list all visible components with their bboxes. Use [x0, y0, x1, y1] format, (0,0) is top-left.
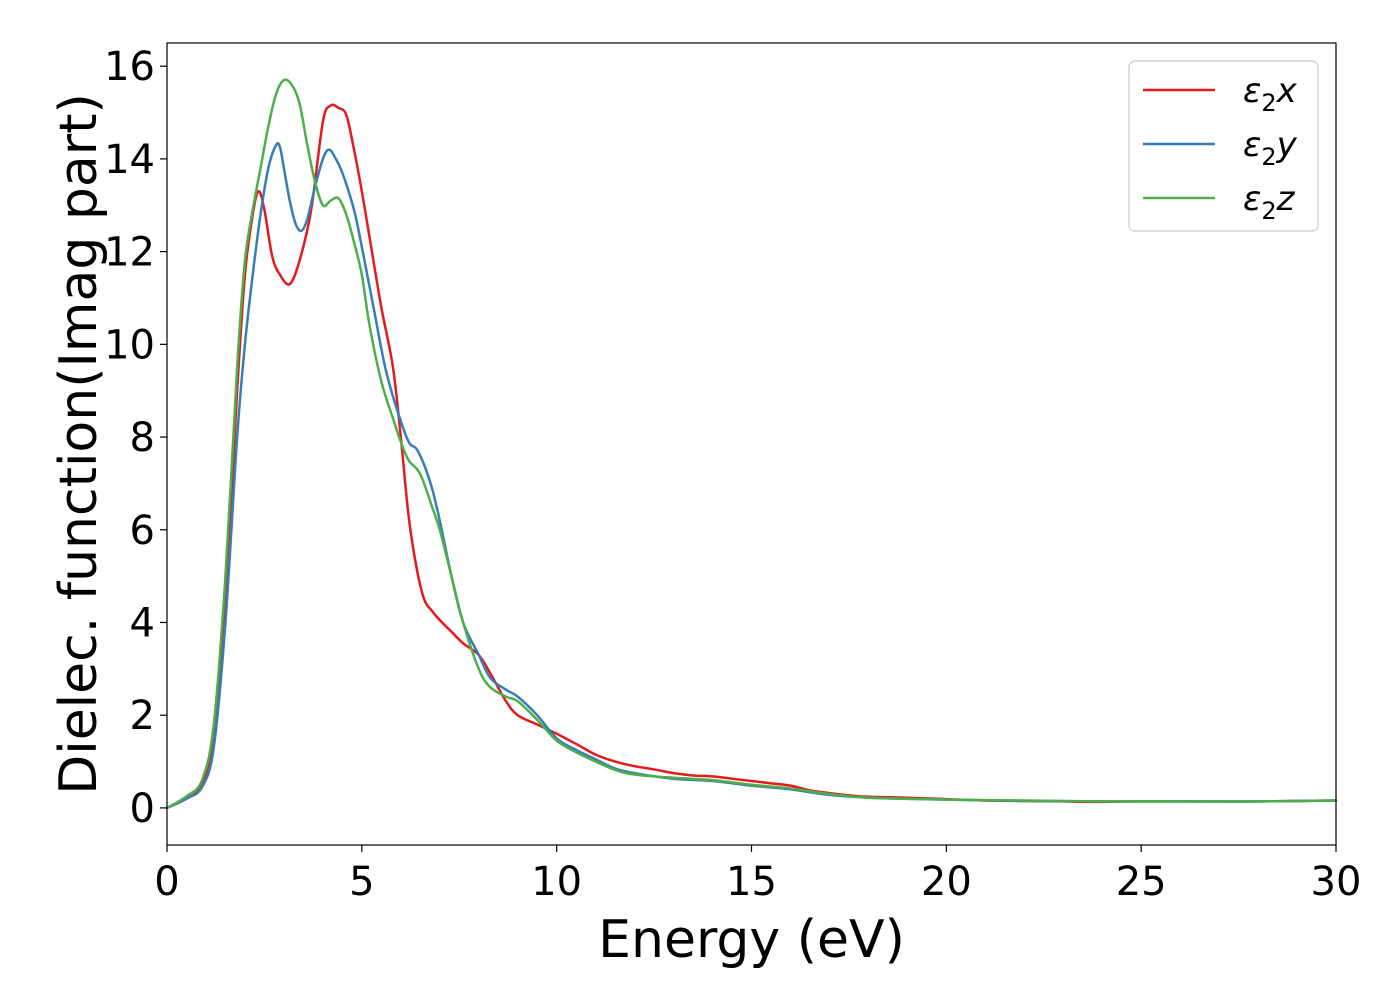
legend-label-z: ε2z	[1243, 179, 1296, 225]
x-axis: 0 5 10 15 20 25 30	[154, 845, 1361, 905]
y-tick-label-2: 4	[130, 600, 155, 646]
x-tick-label-0: 0	[154, 859, 179, 905]
x-axis-title: Energy (eV)	[598, 910, 905, 970]
x-tick-label-3: 15	[726, 859, 777, 905]
y-tick-label-8: 16	[104, 44, 155, 90]
legend-box	[1128, 60, 1319, 232]
y-tick-label-3: 6	[130, 508, 155, 554]
legend-label-y: ε2y	[1243, 125, 1298, 171]
y-axis: 0 2 4 6 8 10 12 14 16	[104, 44, 167, 832]
x-tick-label-4: 20	[921, 859, 972, 905]
y-tick-label-6: 12	[104, 230, 155, 276]
y-tick-label-1: 2	[130, 693, 155, 739]
x-tick-label-6: 30	[1311, 859, 1362, 905]
legend: ε2x ε2y ε2z	[1128, 60, 1319, 232]
x-tick-label-2: 10	[531, 859, 582, 905]
series-layer	[165, 78, 1338, 810]
x-tick-label-1: 5	[349, 859, 374, 905]
y-tick-label-4: 8	[130, 415, 155, 461]
y-tick-label-5: 10	[104, 322, 155, 368]
x-tick-label-5: 25	[1116, 859, 1167, 905]
y-tick-label-0: 0	[130, 786, 155, 832]
y-axis-title: Dielec. function(Imag part)	[49, 93, 109, 795]
series-line-z	[165, 78, 1338, 810]
y-tick-label-7: 14	[104, 137, 155, 183]
legend-label-x: ε2x	[1243, 71, 1298, 117]
